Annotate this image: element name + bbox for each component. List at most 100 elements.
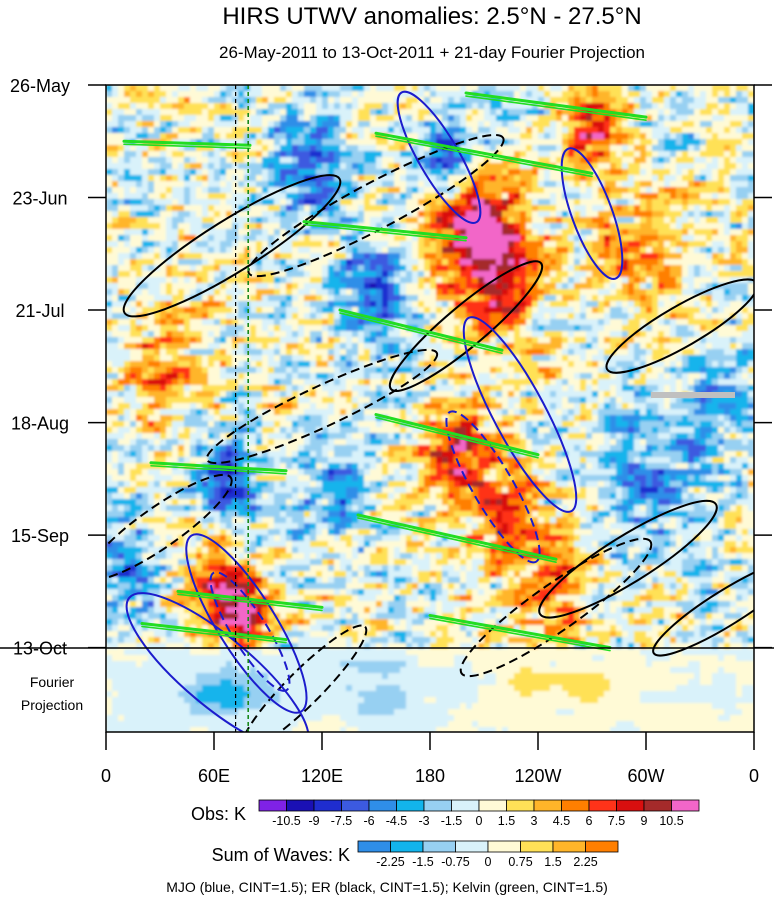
anomaly-cell: [154, 313, 161, 320]
anomaly-cell: [178, 103, 185, 110]
anomaly-cell: [256, 175, 263, 182]
anomaly-cell: [268, 127, 275, 134]
anomaly-cell: [154, 121, 161, 128]
anomaly-cell: [544, 193, 551, 200]
anomaly-cell: [202, 349, 209, 356]
anomaly-cell: [352, 163, 359, 170]
anomaly-cell: [184, 349, 191, 356]
anomaly-cell: [520, 223, 527, 230]
anomaly-cell: [484, 259, 491, 266]
anomaly-cell: [394, 307, 401, 314]
anomaly-cell: [538, 223, 545, 230]
anomaly-cell: [652, 349, 659, 356]
anomaly-cell: [274, 151, 281, 158]
anomaly-cell: [106, 97, 113, 104]
anomaly-cell: [124, 259, 131, 266]
anomaly-cell: [634, 211, 641, 218]
anomaly-cell: [244, 223, 251, 230]
anomaly-cell: [454, 199, 461, 206]
anomaly-cell: [370, 199, 377, 206]
anomaly-cell: [370, 91, 377, 98]
anomaly-cell: [190, 145, 197, 152]
anomaly-cell: [220, 331, 227, 338]
anomaly-cell: [406, 145, 413, 152]
anomaly-cell: [658, 331, 665, 338]
anomaly-cell: [292, 283, 299, 290]
anomaly-cell: [328, 253, 335, 260]
anomaly-cell: [196, 145, 203, 152]
anomaly-cell: [460, 265, 467, 272]
anomaly-cell: [118, 211, 125, 218]
anomaly-cell: [634, 205, 641, 212]
anomaly-cell: [202, 127, 209, 134]
anomaly-cell: [214, 139, 221, 146]
anomaly-cell: [274, 265, 281, 272]
anomaly-cell: [502, 211, 509, 218]
anomaly-cell: [286, 193, 293, 200]
anomaly-cell: [136, 157, 143, 164]
anomaly-cell: [628, 181, 635, 188]
anomaly-cell: [688, 235, 695, 242]
anomaly-cell: [124, 343, 131, 350]
anomaly-cell: [676, 121, 683, 128]
anomaly-cell: [262, 289, 269, 296]
anomaly-cell: [334, 199, 341, 206]
anomaly-cell: [352, 259, 359, 266]
anomaly-cell: [220, 85, 227, 92]
anomaly-cell: [526, 121, 533, 128]
anomaly-cell: [604, 133, 611, 140]
anomaly-cell: [106, 199, 113, 206]
anomaly-cell: [490, 187, 497, 194]
anomaly-cell: [388, 151, 395, 158]
anomaly-cell: [178, 193, 185, 200]
anomaly-cell: [532, 109, 539, 116]
anomaly-cell: [190, 313, 197, 320]
anomaly-cell: [586, 289, 593, 296]
anomaly-cell: [172, 283, 179, 290]
anomaly-cell: [316, 175, 323, 182]
anomaly-cell: [220, 193, 227, 200]
anomaly-cell: [412, 217, 419, 224]
anomaly-cell: [676, 337, 683, 344]
anomaly-cell: [544, 283, 551, 290]
anomaly-cell: [382, 253, 389, 260]
anomaly-cell: [556, 295, 563, 302]
anomaly-cell: [610, 235, 617, 242]
anomaly-cell: [190, 223, 197, 230]
anomaly-cell: [502, 199, 509, 206]
anomaly-cell: [184, 295, 191, 302]
anomaly-cell: [334, 109, 341, 116]
anomaly-cell: [520, 199, 527, 206]
anomaly-cell: [478, 145, 485, 152]
anomaly-cell: [178, 109, 185, 116]
anomaly-cell: [430, 151, 437, 158]
anomaly-cell: [118, 163, 125, 170]
anomaly-cell: [478, 271, 485, 278]
anomaly-cell: [124, 193, 131, 200]
anomaly-cell: [160, 313, 167, 320]
anomaly-cell: [244, 265, 251, 272]
anomaly-cell: [142, 301, 149, 308]
anomaly-cell: [208, 151, 215, 158]
anomaly-cell: [640, 325, 647, 332]
anomaly-cell: [550, 139, 557, 146]
anomaly-cell: [688, 349, 695, 356]
anomaly-cell: [334, 91, 341, 98]
anomaly-cell: [472, 313, 479, 320]
anomaly-cell: [142, 343, 149, 350]
anomaly-cell: [274, 235, 281, 242]
anomaly-cell: [412, 163, 419, 170]
anomaly-cell: [472, 337, 479, 344]
anomaly-cell: [172, 91, 179, 98]
anomaly-cell: [502, 289, 509, 296]
anomaly-cell: [370, 313, 377, 320]
anomaly-cell: [226, 343, 233, 350]
anomaly-cell: [250, 175, 257, 182]
anomaly-cell: [424, 283, 431, 290]
anomaly-cell: [634, 337, 641, 344]
anomaly-cell: [364, 205, 371, 212]
anomaly-cell: [262, 265, 269, 272]
anomaly-cell: [238, 169, 245, 176]
anomaly-cell: [316, 307, 323, 314]
anomaly-cell: [112, 325, 119, 332]
